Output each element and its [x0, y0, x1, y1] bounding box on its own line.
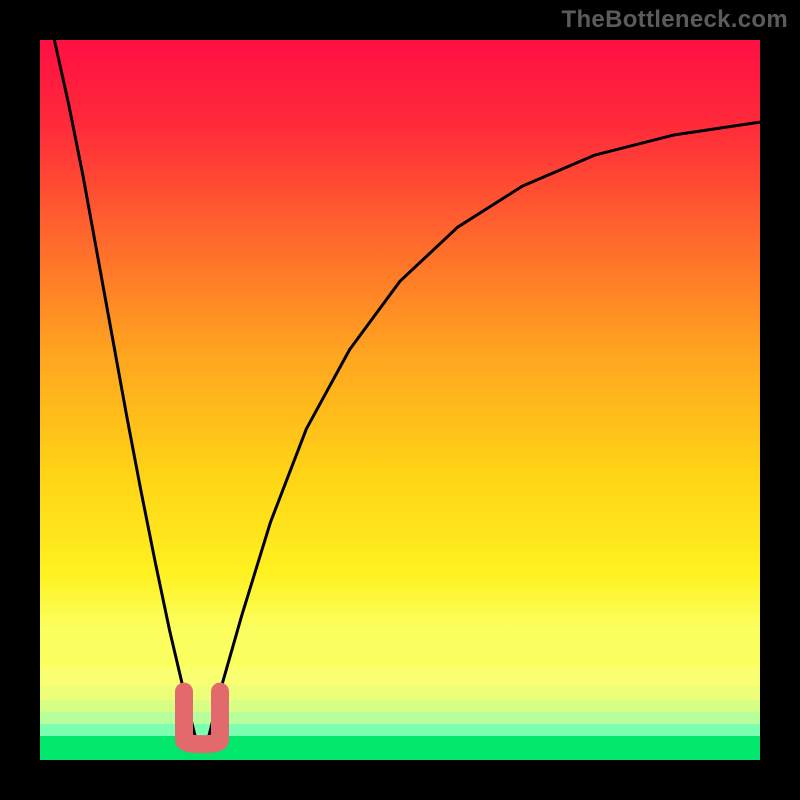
watermark-text: TheBottleneck.com	[562, 6, 788, 34]
bottleneck-curve-chart	[0, 0, 800, 800]
color-bands	[40, 668, 760, 760]
chart-stage: TheBottleneck.com	[0, 0, 800, 800]
gradient-background	[40, 40, 760, 760]
